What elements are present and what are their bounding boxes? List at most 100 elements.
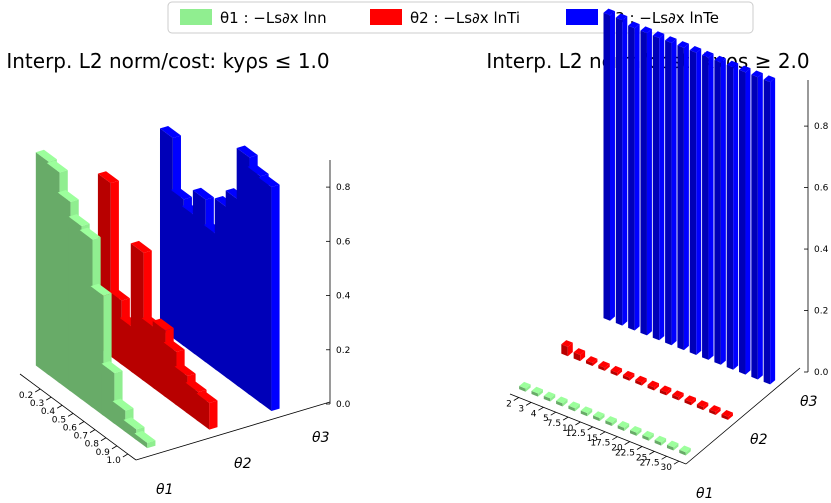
z-tick-label: 0.4 (814, 245, 829, 255)
bar-side-face (174, 366, 188, 414)
bar-top-face (659, 385, 672, 393)
bar-top-face (519, 381, 531, 389)
bar-1-8 (617, 421, 630, 431)
bar-top-face (123, 417, 145, 430)
bar-front-face (271, 184, 280, 412)
x-tick-mark (111, 445, 118, 450)
x-tick-mark (587, 426, 593, 431)
bar-front-face (537, 389, 543, 397)
bar-top-face (247, 164, 269, 177)
x-tick-label: 20 (611, 444, 623, 454)
x-tick-label: 4 (531, 409, 537, 419)
bar-top-face (610, 365, 623, 373)
bar-front-face (703, 402, 709, 411)
bar-side-face (119, 317, 133, 373)
bar-1-4 (568, 401, 580, 412)
bar-2-11 (696, 400, 709, 411)
bar-top-face (640, 26, 652, 34)
y-axis-label: θ2 (234, 456, 252, 472)
bar-side-face (751, 74, 758, 380)
bar-front-face (592, 358, 598, 367)
bar-top-face (689, 45, 702, 53)
bar-3-10 (726, 60, 739, 370)
bar-top-face (763, 75, 776, 83)
bar-front-face (661, 438, 667, 446)
z-tick-label: 0.6 (336, 237, 351, 247)
bar-top-face (593, 411, 605, 419)
chart-left: Interp. L2 norm/cost: kyρs ≤ 1.0 0.00.20… (6, 49, 350, 498)
x-tick-mark (78, 421, 85, 425)
bar-front-face (648, 433, 654, 441)
bar-side-face (647, 384, 655, 391)
bar-side-face (258, 177, 272, 412)
bar-top-face (112, 398, 134, 411)
bar-side-face (185, 382, 199, 422)
bar-front-face (685, 448, 691, 456)
x-tick-mark (45, 396, 52, 401)
bar-2-4 (610, 365, 623, 376)
x-tick-mark (661, 455, 667, 460)
bar-side-face (247, 166, 261, 403)
bar-top-face (751, 70, 763, 78)
bar-side-face (580, 410, 588, 417)
bar-front-face (622, 16, 628, 326)
x-axis-line (509, 393, 687, 465)
bar-top-face (617, 421, 630, 428)
bar-side-face (152, 320, 166, 398)
bar-top-face (622, 370, 635, 378)
bar-front-face (745, 68, 751, 375)
x-tick-mark (599, 431, 606, 436)
bar-top-face (68, 214, 90, 227)
bar-1-9 (134, 430, 156, 449)
bar-1-5 (580, 406, 593, 417)
bar-top-face (615, 13, 628, 21)
bar-side-face (603, 12, 610, 321)
bar-2-10 (684, 395, 696, 406)
x-axis-label: θ1 (696, 486, 713, 502)
bar-front-face (209, 400, 218, 430)
bar-front-face (604, 363, 610, 371)
x-tick-label: 0.8 (85, 440, 100, 450)
bar-side-face (543, 395, 551, 402)
x-tick-label: 0.2 (19, 391, 33, 401)
bar-3-7 (689, 45, 702, 356)
bar-side-face (598, 365, 605, 371)
legend-label-theta2: θ2 : −Ls∂x lnTi (410, 9, 520, 27)
bar-front-face (610, 11, 615, 321)
bar-3-0 (603, 8, 615, 321)
bar-side-face (665, 40, 672, 346)
x-tick-mark (56, 404, 63, 409)
bar-top-face (568, 401, 580, 409)
bar-side-face (79, 230, 93, 408)
bar-side-face (726, 64, 734, 370)
x-tick-mark (624, 441, 630, 445)
bar-top-face (635, 375, 647, 383)
x-tick-label: 0.3 (30, 399, 44, 409)
x-tick-label: 27.5 (640, 458, 660, 468)
bar-1-12 (666, 440, 679, 451)
bar-1-6 (593, 411, 605, 422)
z-tick-label: 0.8 (336, 183, 351, 193)
x-tick-mark (35, 388, 41, 393)
bar-top-face (630, 425, 642, 433)
z-tick-label: 0.2 (336, 346, 350, 356)
x-tick-label: 1.0 (107, 456, 122, 466)
bar-2-0 (561, 340, 573, 357)
bar-front-face (757, 73, 763, 380)
bar-front-face (770, 77, 776, 385)
bar-3-13 (763, 75, 776, 385)
x-tick-mark (612, 436, 618, 441)
bar-front-face (733, 63, 739, 370)
x-tick-mark (636, 446, 643, 450)
bar-1-1 (531, 386, 543, 397)
bar-side-face (561, 344, 568, 357)
bar-front-face (587, 408, 593, 417)
x-tick-mark (649, 451, 655, 455)
z-axis-label: θ3 (312, 430, 329, 446)
bar-front-face (654, 383, 660, 391)
bar-3-8 (702, 50, 714, 360)
bar-top-face (170, 187, 192, 200)
bar-front-face (636, 428, 642, 436)
bar-side-face (68, 216, 82, 400)
legend-swatch-theta3 (566, 9, 598, 25)
